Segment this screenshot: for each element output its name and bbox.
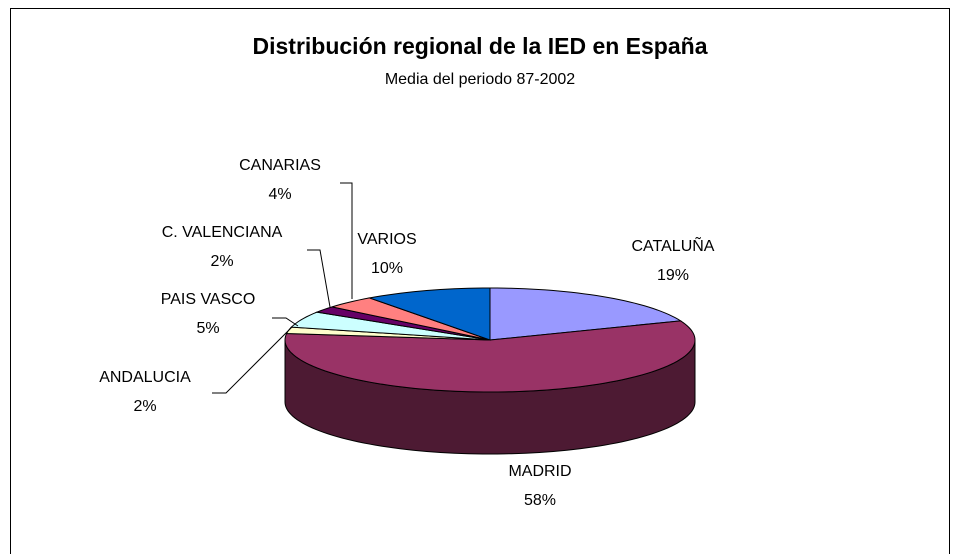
data-label-value: 2%	[133, 398, 156, 415]
data-label-value: 19%	[657, 267, 689, 284]
leader-line	[307, 249, 331, 308]
data-label-value: 10%	[371, 260, 403, 277]
chart-subtitle: Media del periodo 87-2002	[385, 71, 575, 88]
data-label-name: CANARIAS	[239, 157, 321, 174]
leader-line	[212, 326, 293, 394]
pie-slice	[489, 287, 683, 341]
pie-slice	[367, 287, 491, 341]
data-label-name: PAIS VASCO	[161, 291, 256, 308]
data-label-value: 5%	[196, 320, 219, 337]
data-label-name: ANDALUCIA	[99, 369, 191, 386]
leader-line	[340, 182, 353, 299]
pie-slice	[284, 320, 696, 393]
leader-line	[272, 317, 299, 327]
data-label-name: MADRID	[508, 463, 571, 480]
data-label-name: CATALUÑA	[632, 235, 715, 255]
pie-slice	[290, 311, 491, 341]
chart-title: Distribución regional de la IED en Españ…	[253, 33, 708, 59]
data-label-value: 2%	[210, 253, 233, 270]
data-label-name: C. VALENCIANA	[162, 224, 283, 241]
chart-frame	[10, 8, 950, 554]
data-label-value: 4%	[268, 186, 291, 203]
data-label-value: 58%	[524, 492, 556, 509]
data-label-name: VARIOS	[357, 231, 416, 248]
pie-slice	[331, 297, 491, 341]
